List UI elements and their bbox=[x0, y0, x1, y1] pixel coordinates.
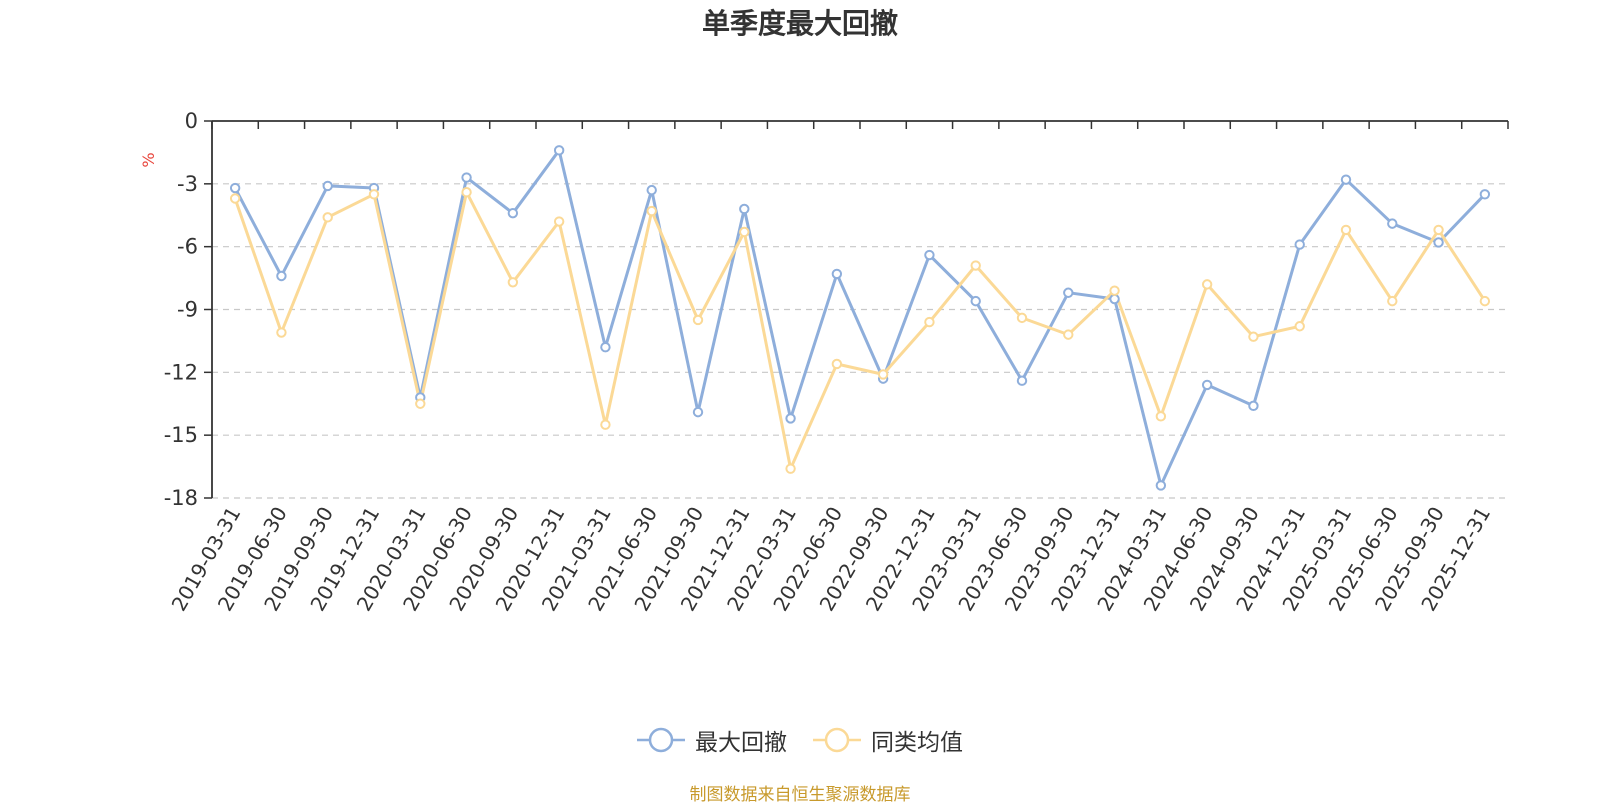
data-point bbox=[785, 413, 796, 424]
data-point bbox=[970, 260, 981, 271]
data-point bbox=[461, 187, 472, 198]
y-tick-label: -6 bbox=[177, 235, 198, 259]
y-tick-label: -12 bbox=[164, 360, 198, 384]
data-point bbox=[1201, 379, 1213, 391]
data-point bbox=[1340, 174, 1352, 185]
data-point bbox=[229, 193, 241, 204]
chart-title: 单季度最大回撤 bbox=[701, 7, 898, 40]
data-point bbox=[1433, 237, 1444, 248]
axis-layer bbox=[204, 120, 1509, 499]
data-point bbox=[1201, 279, 1213, 290]
series-layer bbox=[229, 145, 1491, 491]
data-point bbox=[1433, 224, 1444, 236]
data-point bbox=[1016, 312, 1028, 324]
data-point bbox=[553, 145, 565, 156]
y-axis-unit-label: % bbox=[139, 152, 158, 167]
grid-layer bbox=[212, 183, 1508, 499]
data-point bbox=[1340, 224, 1352, 236]
series-line bbox=[233, 148, 1486, 487]
data-point bbox=[507, 207, 519, 219]
data-point bbox=[553, 216, 565, 227]
data-point bbox=[1248, 331, 1259, 342]
data-point bbox=[507, 277, 519, 288]
data-point bbox=[877, 369, 889, 380]
data-point bbox=[461, 172, 472, 183]
data-point bbox=[1294, 239, 1305, 250]
y-tick-label: -18 bbox=[164, 486, 198, 510]
data-point bbox=[1063, 329, 1074, 340]
data-point bbox=[1248, 400, 1259, 412]
data-point bbox=[1294, 321, 1305, 332]
legend-label: 最大回撤 bbox=[695, 730, 787, 756]
data-point bbox=[322, 212, 333, 223]
data-point bbox=[276, 270, 287, 282]
legend-item[interactable]: 同类均值 bbox=[813, 723, 963, 757]
source-note: 制图数据来自恒生聚源数据库 bbox=[689, 785, 911, 805]
y-tick-label: -9 bbox=[177, 298, 198, 322]
y-tick-label: 0 bbox=[185, 109, 198, 133]
legend-item[interactable]: 最大回撤 bbox=[637, 723, 787, 757]
data-point bbox=[1016, 375, 1028, 386]
data-point bbox=[1479, 295, 1491, 307]
data-point bbox=[415, 398, 426, 409]
data-point bbox=[646, 205, 657, 217]
data-point bbox=[600, 342, 611, 353]
data-point bbox=[831, 358, 843, 370]
data-point bbox=[646, 184, 657, 196]
data-point bbox=[1109, 293, 1120, 305]
data-point bbox=[1387, 218, 1398, 229]
legend-swatch bbox=[637, 727, 685, 753]
data-point bbox=[785, 463, 796, 474]
data-point bbox=[368, 189, 380, 200]
data-point bbox=[1155, 411, 1167, 422]
data-point bbox=[1063, 287, 1074, 298]
y-tick-label: -3 bbox=[177, 172, 198, 196]
data-point bbox=[1109, 285, 1120, 296]
data-point bbox=[276, 327, 287, 338]
data-point bbox=[600, 419, 611, 430]
data-point bbox=[322, 180, 333, 192]
data-point bbox=[229, 182, 241, 194]
data-point bbox=[831, 268, 843, 280]
legend-swatch bbox=[813, 727, 861, 753]
data-point bbox=[692, 314, 704, 326]
legend-label: 同类均值 bbox=[871, 730, 963, 756]
y-tick-labels: 0 -3 -6 -9 -12 -15 -18 bbox=[164, 109, 198, 510]
data-point bbox=[1479, 189, 1491, 200]
series-line bbox=[233, 190, 1487, 471]
x-tick-labels: 2019-03-312019-06-302019-09-302019-12-31… bbox=[167, 503, 1496, 616]
data-point bbox=[739, 203, 750, 215]
y-tick-label: -15 bbox=[164, 423, 198, 447]
data-point bbox=[739, 226, 750, 238]
data-point bbox=[924, 316, 935, 328]
legend: 最大回撤 同类均值 bbox=[0, 722, 1600, 758]
data-point bbox=[1387, 295, 1398, 307]
data-point bbox=[970, 295, 981, 307]
data-point bbox=[692, 406, 704, 418]
data-point bbox=[1155, 480, 1167, 491]
data-point bbox=[924, 249, 935, 261]
